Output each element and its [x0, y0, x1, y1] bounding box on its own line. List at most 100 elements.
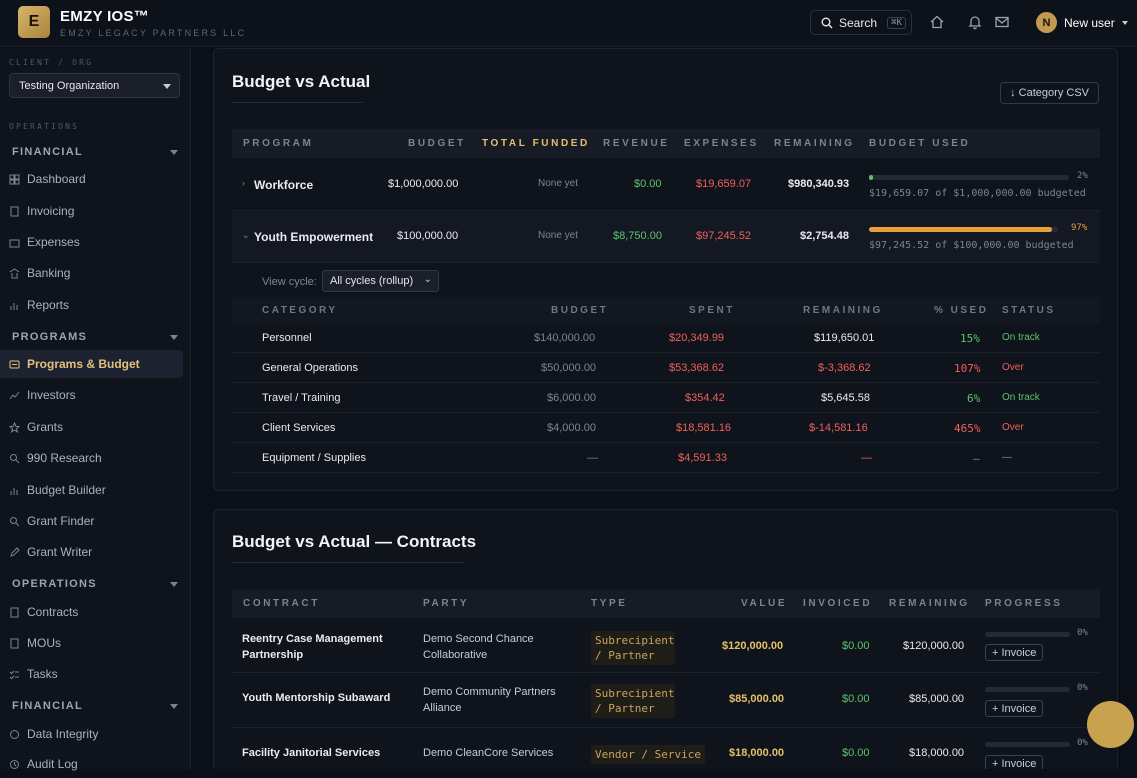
contract-invoiced: $0.00 — [842, 693, 870, 705]
clock-icon — [10, 759, 19, 769]
budget-used-fill — [869, 227, 1053, 232]
view-cycle-value: All cycles (rollup) — [330, 275, 414, 287]
col-party: PARTY — [423, 598, 470, 609]
category-remaining: $5,645.58 — [821, 392, 870, 404]
sidebar-item-tasks[interactable]: Tasks — [0, 660, 183, 688]
col-total-funded[interactable]: TOTAL FUNDED — [482, 138, 590, 149]
contract-progress-pct: 0% — [1077, 738, 1088, 748]
chevron-down-icon — [170, 335, 178, 340]
category-csv-button[interactable]: ↓ Category CSV — [1000, 82, 1099, 104]
program-revenue: $0.00 — [634, 178, 662, 190]
budget-used-pct: 97% — [1071, 223, 1088, 233]
document-icon — [10, 638, 19, 648]
budget-icon — [9, 360, 20, 368]
program-name: Workforce — [254, 178, 314, 192]
home-icon[interactable] — [929, 14, 945, 30]
section-operations[interactable]: OPERATIONS — [12, 578, 178, 590]
contract-remaining: $85,000.00 — [909, 693, 965, 705]
category-name: General Operations — [262, 362, 358, 374]
col-type: TYPE — [591, 598, 628, 609]
sidebar-item-reports[interactable]: Reports — [0, 291, 183, 319]
sidebar-item-audit-log[interactable]: Audit Log — [0, 750, 183, 778]
sidebar-item-grant-writer[interactable]: Grant Writer — [0, 538, 183, 566]
contract-row[interactable]: Youth Mentorship Subaward Demo Community… — [232, 673, 1100, 728]
floating-action-button[interactable] — [1087, 701, 1134, 748]
sidebar-item-invoicing[interactable]: Invoicing — [0, 197, 183, 225]
contract-name[interactable]: Youth Mentorship Subaward — [242, 692, 391, 704]
chevron-right-icon[interactable]: › — [242, 178, 245, 188]
category-name: Personnel — [262, 332, 312, 344]
title-divider — [232, 562, 465, 563]
trend-icon — [9, 391, 20, 399]
star-icon — [9, 421, 20, 433]
budget-used-note: $19,659.07 of $1,000,000.00 budgeted — [869, 188, 1086, 199]
contract-progress-pct: 0% — [1077, 628, 1088, 638]
sidebar-item-banking[interactable]: Banking — [0, 259, 183, 287]
section-programs[interactable]: PROGRAMS — [12, 331, 178, 343]
org-name: EMZY LEGACY PARTNERS LLC — [60, 28, 247, 38]
client-label: CLIENT / ORG — [9, 58, 94, 67]
program-row-workforce[interactable]: › Workforce $1,000,000.00 None yet $0.00… — [232, 159, 1100, 211]
contract-remaining: $18,000.00 — [909, 747, 965, 759]
search-icon — [821, 17, 833, 28]
program-row-youth-empowerment[interactable]: ⌄ Youth Empowerment $100,000.00 None yet… — [232, 211, 1100, 263]
col-expenses: EXPENSES — [684, 138, 759, 149]
col-spent: SPENT — [689, 305, 735, 316]
category-status: — — [1002, 452, 1012, 463]
contracts-title: Budget vs Actual — Contracts — [232, 532, 477, 551]
add-invoice-button[interactable]: + Invoice — [985, 700, 1044, 717]
sidebar-item-grant-finder[interactable]: Grant Finder — [0, 507, 183, 535]
contract-name[interactable]: Reentry Case Management Partnership — [242, 633, 383, 661]
org-select[interactable]: Testing Organization — [9, 73, 180, 98]
contract-party: Demo Second Chance Collaborative — [423, 633, 534, 661]
sidebar-item-grants[interactable]: Grants — [0, 413, 183, 441]
sidebar-item-mous[interactable]: MOUs — [0, 629, 183, 657]
col-cat-remaining: REMAINING — [803, 305, 883, 316]
sidebar-item-budget-builder[interactable]: Budget Builder — [0, 476, 183, 504]
contract-type-badge: Subrecipient / Partner — [591, 631, 675, 665]
chevron-down-icon — [170, 582, 178, 587]
category-remaining: $119,650.01 — [814, 332, 875, 344]
category-status: On track — [1002, 392, 1040, 403]
sidebar-item-data-integrity[interactable]: Data Integrity — [0, 720, 183, 748]
sidebar-item-expenses[interactable]: Expenses — [0, 228, 183, 256]
chevron-down-icon — [163, 84, 171, 89]
sidebar-item-990-research[interactable]: 990 Research — [0, 444, 183, 472]
app-logo[interactable]: E — [18, 6, 50, 38]
page-title: Budget vs Actual — [232, 72, 371, 91]
document-icon — [10, 206, 19, 216]
add-invoice-button[interactable]: + Invoice — [985, 755, 1044, 769]
contracts-card: Budget vs Actual — Contracts CONTRACT PA… — [213, 509, 1118, 769]
section-financial[interactable]: FINANCIAL — [12, 146, 178, 158]
view-cycle-select[interactable]: All cycles (rollup) ⌄ — [322, 270, 439, 292]
program-budget: $100,000.00 — [397, 230, 459, 242]
category-spent: $4,591.33 — [678, 452, 727, 464]
category-budget: $4,000.00 — [547, 422, 596, 434]
sidebar-item-programs-budget[interactable]: Programs & Budget — [0, 350, 183, 378]
contract-progress-bar — [985, 632, 1070, 637]
col-value: VALUE — [741, 598, 788, 609]
section-financial-2[interactable]: FINANCIAL — [12, 700, 178, 712]
category-used: 6% — [967, 392, 981, 405]
category-spent: $354.42 — [685, 392, 725, 404]
sidebar-item-contracts[interactable]: Contracts — [0, 598, 183, 626]
chevron-down-icon — [170, 704, 178, 709]
chevron-down-icon[interactable]: ⌄ — [242, 230, 250, 240]
contract-row[interactable]: Reentry Case Management Partnership Demo… — [232, 618, 1100, 673]
category-name: Equipment / Supplies — [262, 452, 366, 464]
mail-icon[interactable] — [994, 14, 1010, 30]
category-row-client-services: Client Services $4,000.00 $18,581.16 $-1… — [232, 413, 1100, 443]
chevron-down-icon — [1121, 20, 1128, 25]
contract-value: $85,000.00 — [729, 693, 785, 705]
sidebar-item-dashboard[interactable]: Dashboard — [0, 165, 183, 193]
add-invoice-button[interactable]: + Invoice — [985, 644, 1044, 661]
contract-row[interactable]: Facility Janitorial Services Demo CleanC… — [232, 728, 1100, 769]
category-budget: $6,000.00 — [547, 392, 596, 404]
bell-icon[interactable] — [967, 14, 983, 30]
user-menu[interactable]: N New user — [1036, 12, 1128, 33]
sidebar-item-investors[interactable]: Investors — [0, 381, 183, 409]
budget-used-fill — [869, 175, 873, 180]
contract-name[interactable]: Facility Janitorial Services — [242, 747, 381, 759]
search-button[interactable]: Search ⌘K — [810, 10, 912, 35]
category-spent: $20,349.99 — [669, 332, 725, 344]
